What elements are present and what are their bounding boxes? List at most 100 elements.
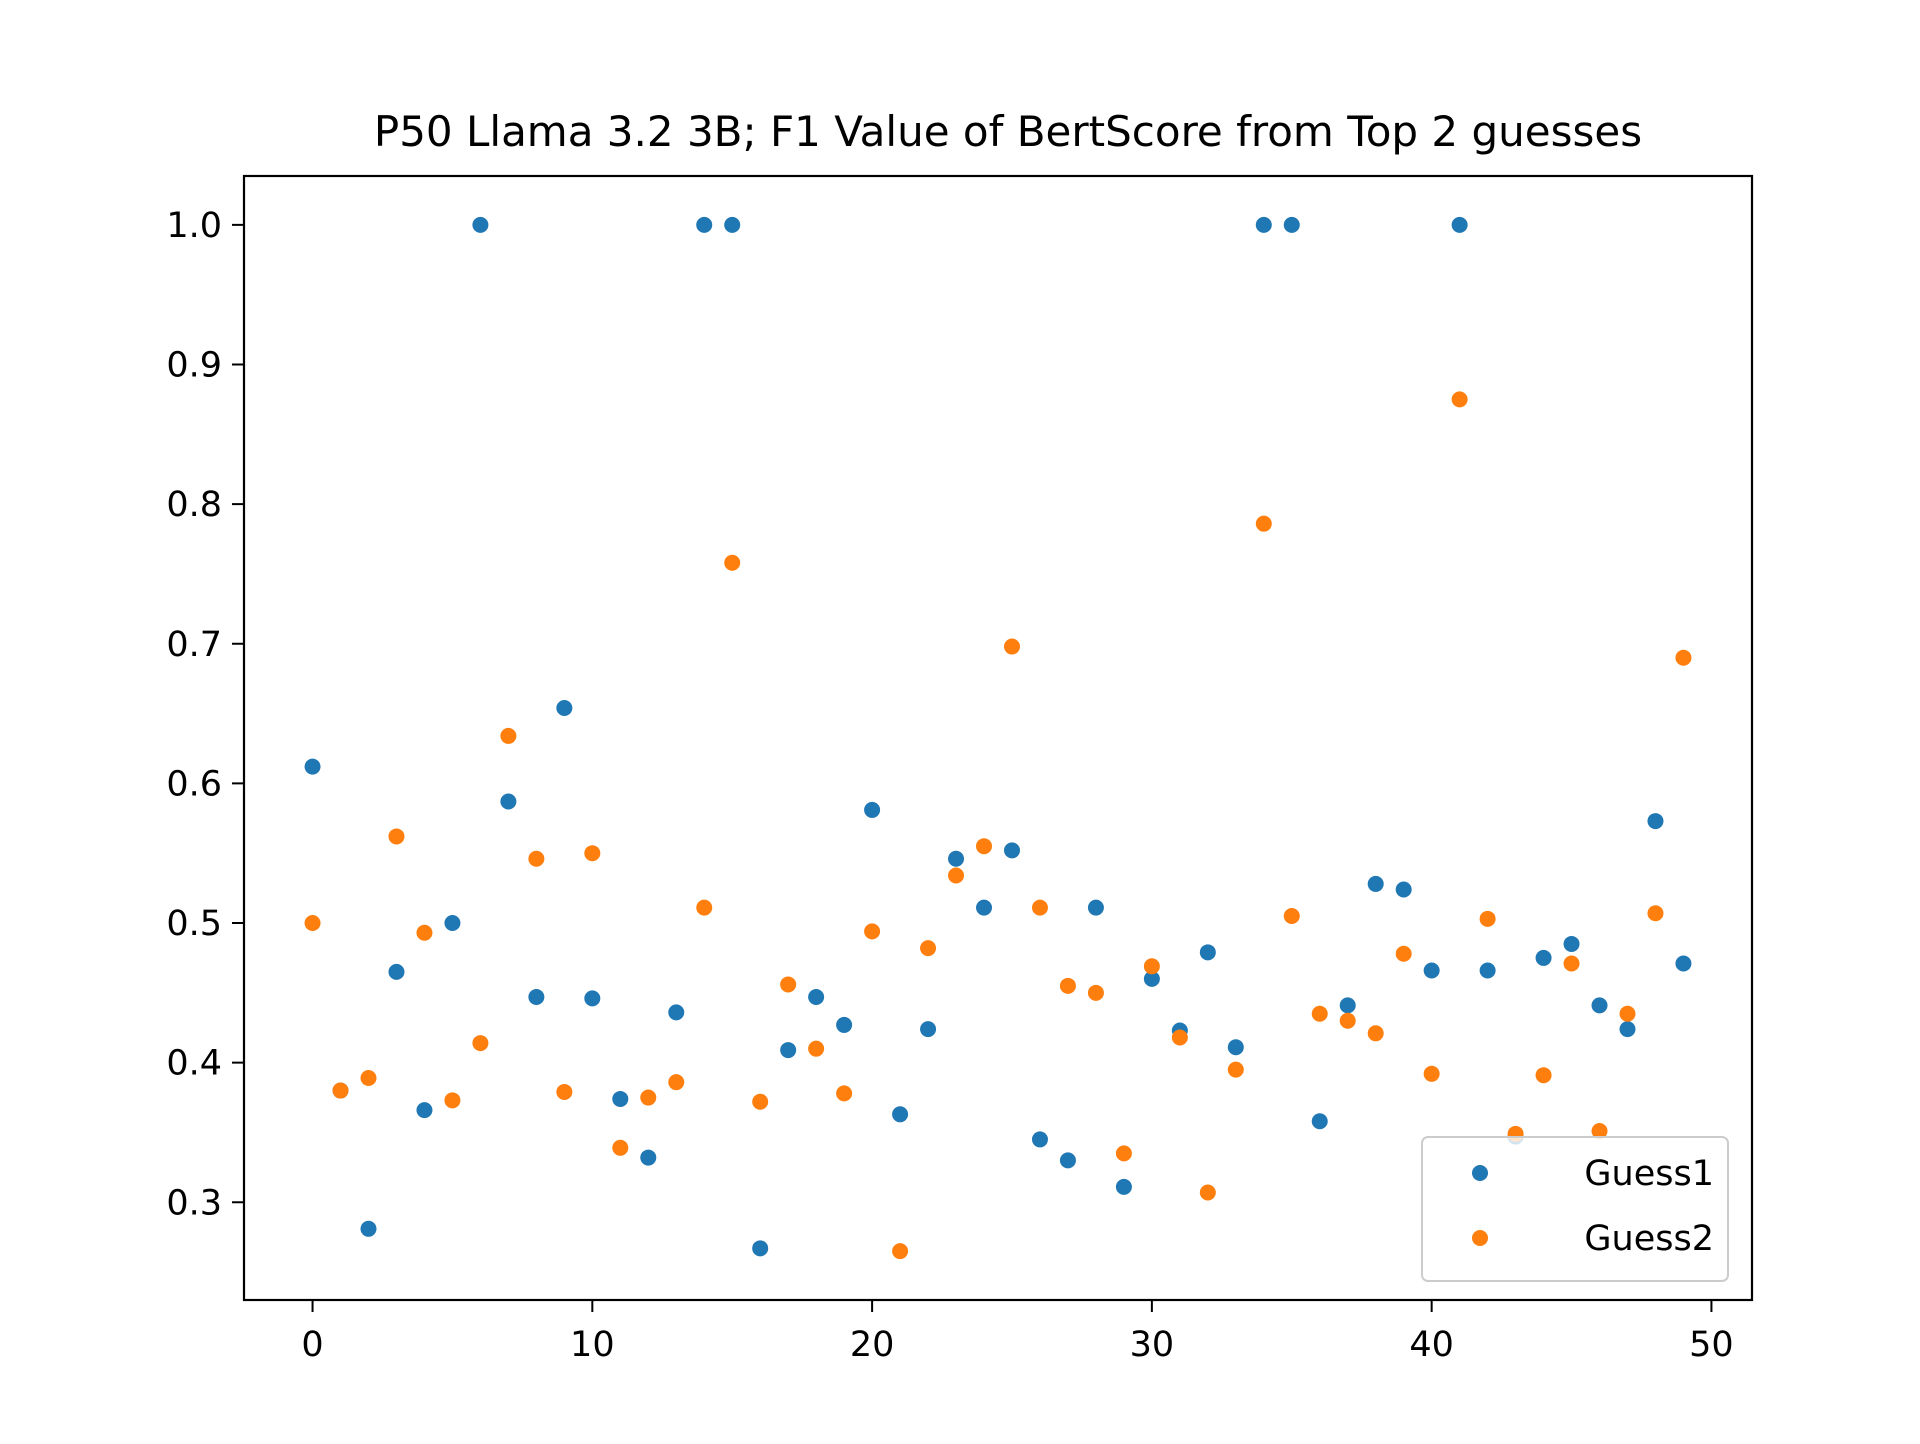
data-point [1087,984,1104,1001]
chart-title: P50 Llama 3.2 3B; F1 Value of BertScore … [374,107,1642,156]
x-tick-label: 50 [1689,1325,1734,1365]
x-tick-label: 20 [850,1325,895,1365]
data-point [1563,955,1580,972]
chart-marks [304,216,1692,1260]
data-point [1199,1184,1216,1201]
data-point [1647,905,1664,922]
data-point [584,990,601,1007]
data-point [1535,949,1552,966]
data-point [1143,958,1160,975]
y-tick-label: 1.0 [166,206,222,246]
data-point [696,899,713,916]
data-point [1311,1005,1328,1022]
data-point [416,924,433,941]
y-tick-label: 0.7 [166,625,222,665]
y-axis: 0.3 0.4 0.5 0.6 0.7 0.8 0.9 1.0 [166,206,244,1223]
series-guess2 [304,391,1692,1260]
data-point [976,838,993,855]
data-point [528,850,545,867]
data-point [1059,977,1076,994]
data-point [640,1089,657,1106]
data-point [444,1092,461,1109]
x-tick-label: 0 [301,1325,323,1365]
data-point [808,1040,825,1057]
data-point [1031,1131,1048,1148]
data-point [920,1021,937,1038]
data-point [500,793,517,810]
data-point [360,1069,377,1086]
data-point [780,1042,797,1059]
data-point [1031,899,1048,916]
data-point [304,758,321,775]
data-point [640,1149,657,1166]
data-point [472,216,489,233]
data-point [668,1004,685,1021]
data-point [1619,1005,1636,1022]
data-point [976,899,993,916]
data-point [1395,881,1412,898]
data-point [864,923,881,940]
data-point [836,1016,853,1033]
data-point [1423,1065,1440,1082]
legend: Guess1 Guess2 [1421,1136,1729,1282]
data-point [332,1082,349,1099]
data-point [528,989,545,1006]
data-point [668,1074,685,1091]
data-point [920,940,937,957]
data-point [1451,391,1468,408]
data-point [1143,970,1160,987]
x-tick-label: 10 [570,1325,615,1365]
legend-box [1421,1136,1729,1282]
data-point [1199,944,1216,961]
data-point [1591,1123,1608,1140]
data-point [1059,1152,1076,1169]
y-tick-label: 0.4 [166,1044,222,1084]
legend-label: Guess1 [1584,1154,1714,1194]
data-point [696,216,713,233]
data-point [724,554,741,571]
data-point [1115,1145,1132,1162]
data-point [780,976,797,993]
data-point [1423,962,1440,979]
data-point [444,915,461,932]
data-point [1115,1178,1132,1195]
data-point [1087,899,1104,916]
data-point [1591,997,1608,1014]
data-point [1395,945,1412,962]
data-point [1675,955,1692,972]
x-axis: 0 10 20 30 40 50 [301,1300,1734,1365]
y-tick-label: 0.6 [166,764,222,804]
data-point [752,1093,769,1110]
data-point [1675,649,1692,666]
data-point [1367,875,1384,892]
data-point [612,1090,629,1107]
data-point [1255,216,1272,233]
data-point [1003,638,1020,655]
data-point [1227,1061,1244,1078]
data-point [1479,910,1496,927]
data-point [416,1102,433,1119]
data-point [1311,1113,1328,1130]
data-point [892,1106,909,1123]
data-point [808,989,825,1006]
data-point [1339,997,1356,1014]
data-point [1003,842,1020,859]
data-point [304,915,321,932]
y-tick-label: 0.5 [166,904,222,944]
data-point [1227,1039,1244,1056]
data-point [752,1240,769,1257]
legend-label: Guess2 [1584,1219,1714,1259]
data-point [948,867,965,884]
data-point [556,1083,573,1100]
data-point [948,850,965,867]
data-point [1283,908,1300,925]
data-point [1647,813,1664,830]
y-tick-label: 0.9 [166,345,222,385]
data-point [1171,1029,1188,1046]
data-point [472,1035,489,1052]
data-point [1451,216,1468,233]
data-point [1367,1025,1384,1042]
legend-marker [1472,1230,1488,1246]
